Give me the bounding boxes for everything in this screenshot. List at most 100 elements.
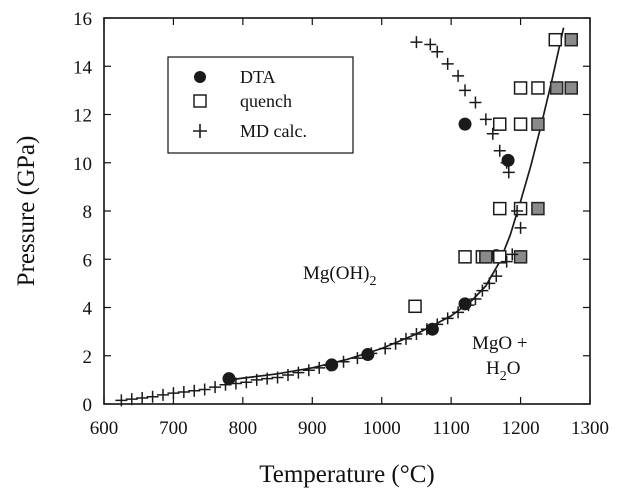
md-calc-point: [500, 255, 513, 268]
md-calc-point: [167, 387, 180, 400]
oxide-h: H: [486, 358, 500, 379]
y-tick-label: 14: [73, 57, 93, 78]
md-calc-point: [146, 390, 159, 403]
legend-marker-quench: [193, 94, 207, 108]
md-calc-point: [115, 394, 128, 407]
md-calc-point: [271, 371, 284, 384]
md-calc-point: [479, 113, 492, 126]
md-calc-point: [219, 378, 232, 391]
md-calc-point: [410, 36, 423, 49]
dta-point: [458, 117, 472, 131]
x-tick-label: 700: [159, 418, 188, 439]
x-tick-label: 1100: [432, 418, 469, 439]
y-tick-label: 4: [83, 299, 93, 320]
y-tick-label: 2: [83, 347, 93, 368]
md-calc-point: [452, 69, 465, 82]
x-tick-label: 600: [90, 418, 119, 439]
md-calc-point: [281, 369, 294, 382]
md-calc-point: [424, 38, 437, 51]
md-calc-point: [431, 318, 444, 331]
md-calc-point: [441, 57, 454, 70]
md-calc-point: [506, 248, 519, 261]
md-calc-point: [462, 299, 475, 312]
md-calc-point: [229, 377, 242, 390]
quench-shaded-point: [479, 250, 493, 264]
data-points: [115, 32, 579, 407]
md-calc-point: [483, 277, 496, 290]
quench-shaded-point: [513, 250, 528, 264]
oxide-subscript: 2: [500, 369, 507, 384]
md-calc-point: [250, 373, 263, 386]
md-calc-point: [514, 221, 527, 234]
y-axis-title: Pressure (GPa): [13, 136, 40, 287]
md-calc-point: [365, 347, 378, 360]
region-label-oxide-line2: H2O: [486, 358, 520, 384]
md-calc-point: [379, 342, 392, 355]
md-calc-point: [323, 359, 336, 372]
md-calc-point: [452, 306, 465, 319]
md-calc-point: [209, 381, 222, 394]
x-tick-label: 1000: [363, 418, 401, 439]
dta-point: [361, 348, 375, 362]
legend-marker-md: [193, 124, 207, 138]
md-calc-point: [351, 352, 364, 365]
quench-point: [408, 299, 422, 314]
md-calc-point: [157, 388, 170, 401]
region-label-hydroxide: Mg(OH)2: [303, 263, 377, 289]
md-calc-point: [337, 355, 350, 368]
quench-point: [513, 81, 528, 95]
legend: DTA quench MD calc.: [167, 56, 354, 154]
md-calc-point: [469, 96, 482, 109]
md-calc-point: [490, 270, 503, 283]
md-calc-point: [400, 332, 413, 345]
md-calc-point: [125, 393, 138, 406]
legend-label-quench: quench: [240, 91, 292, 111]
md-calc-point: [420, 323, 433, 336]
y-tick-label: 8: [83, 202, 93, 223]
x-tick-label: 1200: [502, 418, 540, 439]
md-calc-point: [502, 166, 515, 179]
md-calc-point: [486, 127, 499, 140]
md-calc-point: [410, 328, 423, 341]
md-calc-point: [261, 372, 274, 385]
x-tick-label: 1300: [571, 418, 609, 439]
oxide-o: O: [507, 358, 521, 379]
legend-label-dta: DTA: [240, 67, 276, 87]
md-calc-point: [469, 293, 482, 306]
md-calc-point: [389, 337, 402, 350]
x-tick-label: 800: [229, 418, 258, 439]
hydroxide-subscript: 2: [370, 274, 377, 289]
quench-shaded-point: [531, 201, 545, 216]
md-calc-point: [198, 383, 211, 396]
md-calc-point: [240, 376, 253, 389]
md-calc-point: [188, 384, 201, 397]
md-calc-point: [302, 364, 315, 377]
quench-point: [492, 250, 507, 264]
md-calc-point: [313, 361, 326, 374]
quench-shaded-point: [549, 81, 564, 95]
md-calc-point: [476, 284, 489, 297]
md-calc-point: [511, 205, 524, 217]
y-tick-label: 12: [73, 106, 92, 127]
x-tick-label: 900: [298, 418, 327, 439]
hydroxide-formula: Mg(OH): [303, 263, 370, 284]
md-calc-point: [459, 84, 472, 97]
quench-point: [492, 117, 507, 131]
quench-point: [492, 201, 507, 216]
md-calc-point: [500, 156, 513, 169]
quench-point: [513, 117, 528, 131]
quench-shaded-point: [564, 81, 579, 95]
quench-shaded-point: [531, 117, 545, 131]
axis-ticks: 600 700 800 900 1000 1100 1200 1300 0 2 4 6 8 10 12 14 1…: [73, 9, 609, 439]
y-tick-label: 16: [73, 9, 92, 30]
quench-point: [548, 32, 563, 47]
md-calc-point: [441, 312, 454, 325]
md-calc-point: [177, 385, 190, 398]
y-tick-label: 0: [83, 395, 93, 416]
quench-point: [458, 250, 472, 264]
region-label-oxide-line1: MgO +: [472, 333, 528, 354]
y-tick-label: 6: [83, 250, 93, 271]
quench-shaded-point: [564, 32, 579, 47]
legend-label-md: MD calc.: [240, 121, 307, 141]
